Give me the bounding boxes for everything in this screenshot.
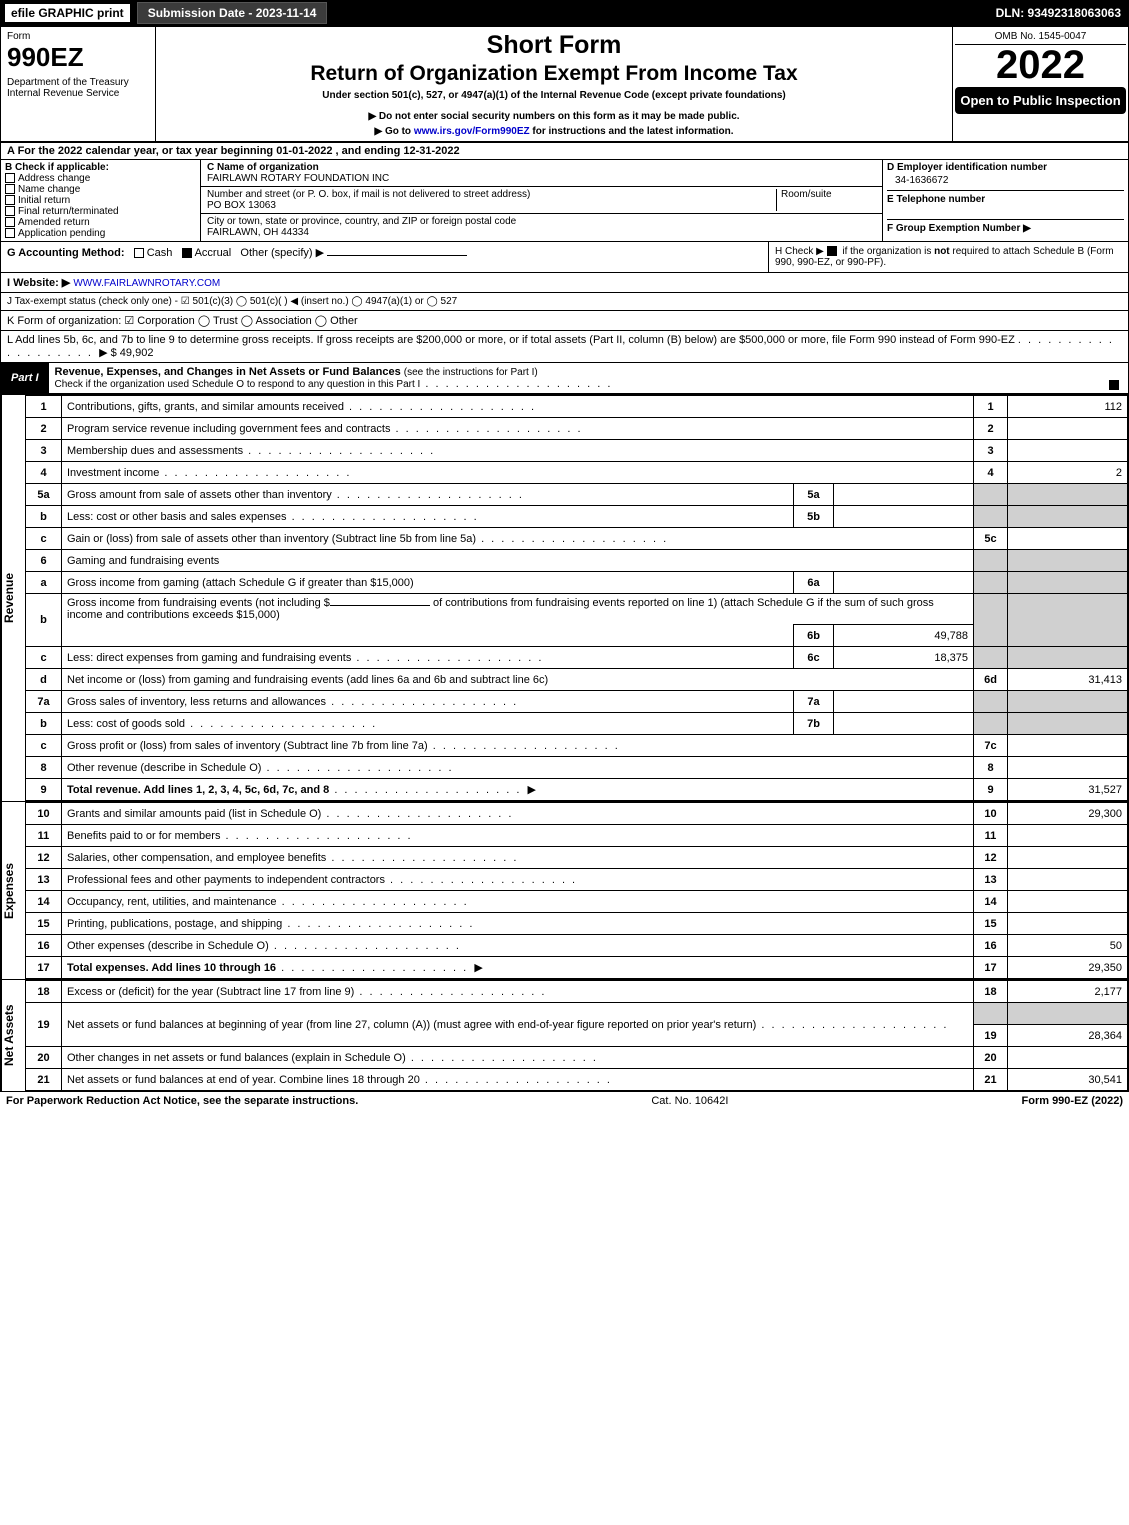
room-label: Room/suite [776, 189, 876, 211]
box-d: D Employer identification number 34-1636… [883, 160, 1128, 241]
form-header: Form 990EZ Department of the Treasury In… [1, 27, 1128, 143]
tel-label: E Telephone number [887, 190, 1124, 205]
irs-label: Internal Revenue Service [7, 88, 149, 99]
checkbox-icon[interactable] [134, 248, 144, 258]
netassets-section: Net Assets 18Excess or (deficit) for the… [1, 979, 1128, 1091]
dots [420, 378, 612, 390]
city-row: City or town, state or province, country… [201, 214, 882, 240]
line-a: A For the 2022 calendar year, or tax yea… [1, 143, 1128, 160]
city-label: City or town, state or province, country… [207, 216, 876, 227]
top-bar: efile GRAPHIC print Submission Date - 20… [0, 0, 1129, 26]
ein: 34-1636672 [887, 173, 1124, 190]
return-title: Return of Organization Exempt From Incom… [164, 62, 944, 86]
header-left: Form 990EZ Department of the Treasury In… [1, 27, 156, 141]
revenue-table: 1Contributions, gifts, grants, and simil… [25, 395, 1128, 801]
street-cell: Number and street (or P. O. box, if mail… [207, 189, 776, 211]
efile-badge[interactable]: efile GRAPHIC print [4, 3, 131, 23]
opt-pending[interactable]: Application pending [5, 228, 196, 239]
checkbox-icon[interactable] [5, 195, 15, 205]
ein-label: D Employer identification number [887, 162, 1124, 173]
line-h: H Check ▶ if the organization is not req… [768, 242, 1128, 272]
name-label: C Name of organization [207, 162, 876, 173]
part-1-header: Part I Revenue, Expenses, and Changes in… [1, 363, 1128, 394]
city: FAIRLAWN, OH 44334 [207, 227, 876, 238]
checkbox-checked-icon[interactable] [182, 248, 192, 258]
checkbox-icon[interactable] [5, 217, 15, 227]
line-g: G Accounting Method: Cash Accrual Other … [1, 242, 768, 272]
street-row: Number and street (or P. O. box, if mail… [201, 187, 882, 214]
short-form-title: Short Form [164, 31, 944, 60]
group-label: F Group Exemption Number ▶ [887, 219, 1124, 234]
open-to-public: Open to Public Inspection [955, 87, 1126, 114]
opt-initial[interactable]: Initial return [5, 195, 196, 206]
other-input[interactable] [327, 255, 467, 256]
revenue-section: Revenue 1Contributions, gifts, grants, a… [1, 394, 1128, 801]
page-footer: For Paperwork Reduction Act Notice, see … [0, 1092, 1129, 1110]
box-c: C Name of organization FAIRLAWN ROTARY F… [201, 160, 883, 241]
checkbox-icon[interactable] [5, 173, 15, 183]
goto-line: ▶ Go to www.irs.gov/Form990EZ for instru… [164, 126, 944, 137]
footer-left: For Paperwork Reduction Act Notice, see … [6, 1095, 358, 1107]
form-number: 990EZ [7, 42, 149, 73]
g-label: G Accounting Method: [7, 247, 125, 259]
opt-amended[interactable]: Amended return [5, 217, 196, 228]
website-link[interactable]: WWW.FAIRLAWNROTARY.COM [73, 278, 220, 289]
row-g-h: G Accounting Method: Cash Accrual Other … [1, 242, 1128, 273]
header-mid: Short Form Return of Organization Exempt… [156, 27, 953, 141]
netassets-side-label: Net Assets [1, 980, 25, 1091]
expenses-table: 10Grants and similar amounts paid (list … [25, 802, 1128, 979]
tax-year: 2022 [955, 45, 1126, 85]
footer-right: Form 990-EZ (2022) [1022, 1095, 1124, 1107]
line-k: K Form of organization: ☑ Corporation ◯ … [1, 311, 1128, 331]
website-label: I Website: ▶ [7, 277, 70, 289]
part-label: Part I [1, 369, 49, 387]
dln: DLN: 93492318063063 [996, 6, 1125, 20]
form-container: Form 990EZ Department of the Treasury In… [0, 26, 1129, 1092]
checkbox-icon[interactable] [5, 184, 15, 194]
opt-final[interactable]: Final return/terminated [5, 206, 196, 217]
submission-date[interactable]: Submission Date - 2023-11-14 [137, 2, 328, 24]
opt-name[interactable]: Name change [5, 184, 196, 195]
org-name-row: C Name of organization FAIRLAWN ROTARY F… [201, 160, 882, 187]
expenses-section: Expenses 10Grants and similar amounts pa… [1, 801, 1128, 979]
line-l: L Add lines 5b, 6c, and 7b to line 9 to … [1, 331, 1128, 363]
tel-value [887, 205, 1124, 219]
line-i: I Website: ▶ WWW.FAIRLAWNROTARY.COM [1, 273, 1128, 293]
line-j: J Tax-exempt status (check only one) - ☑… [1, 293, 1128, 311]
footer-cat: Cat. No. 10642I [358, 1095, 1021, 1107]
expenses-side-label: Expenses [1, 802, 25, 979]
revenue-side-label: Revenue [1, 395, 25, 801]
form-label: Form [7, 31, 149, 42]
part-title: Revenue, Expenses, and Changes in Net As… [49, 363, 1128, 393]
goto-pre: ▶ Go to [374, 126, 413, 137]
street-label: Number and street (or P. O. box, if mail… [207, 189, 776, 200]
ssn-warning: ▶ Do not enter social security numbers o… [164, 111, 944, 122]
opt-address[interactable]: Address change [5, 173, 196, 184]
box-b-title: B Check if applicable: [5, 162, 196, 173]
irs-link[interactable]: www.irs.gov/Form990EZ [414, 126, 530, 137]
street: PO BOX 13063 [207, 200, 776, 211]
header-right: OMB No. 1545-0047 2022 Open to Public In… [953, 27, 1128, 141]
checkbox-checked-icon[interactable] [1109, 380, 1119, 390]
box-bcd-row: B Check if applicable: Address change Na… [1, 160, 1128, 242]
org-name: FAIRLAWN ROTARY FOUNDATION INC [207, 173, 876, 184]
checkbox-checked-icon[interactable] [827, 246, 837, 256]
checkbox-icon[interactable] [5, 206, 15, 216]
goto-post: for instructions and the latest informat… [530, 126, 734, 137]
contrib-input[interactable] [330, 605, 430, 606]
subtitle: Under section 501(c), 527, or 4947(a)(1)… [164, 90, 944, 101]
dept-treasury: Department of the Treasury [7, 77, 149, 88]
netassets-table: 18Excess or (deficit) for the year (Subt… [25, 980, 1128, 1091]
checkbox-icon[interactable] [5, 228, 15, 238]
box-b: B Check if applicable: Address change Na… [1, 160, 201, 241]
